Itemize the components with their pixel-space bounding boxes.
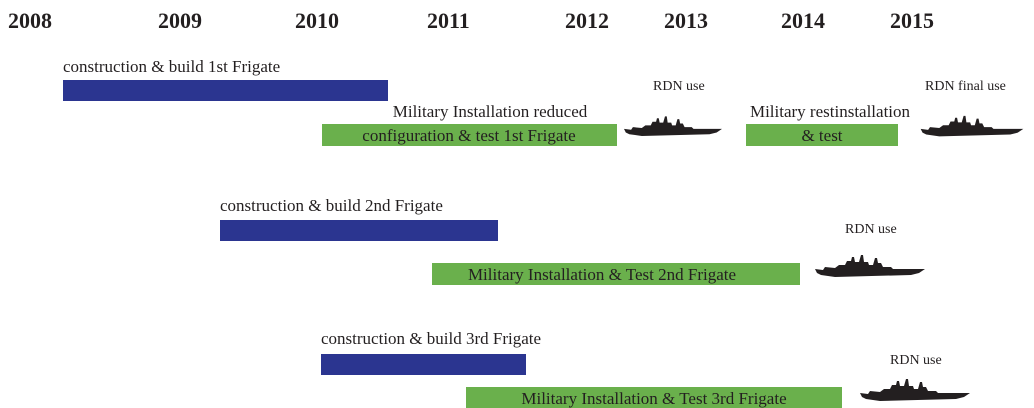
year: 2015: [890, 8, 934, 33]
year: 2014: [781, 8, 825, 33]
build-label: construction & build 1st Frigate: [63, 57, 280, 76]
year: 2012: [565, 8, 609, 33]
timeline: 2008 2009 2010 2011 2012 2013 2014 2015 …: [0, 0, 1034, 408]
build-label: construction & build 2nd Frigate: [220, 196, 443, 215]
install-label: Military Installation & Test 3rd Frigate: [521, 389, 786, 408]
final-use-label: RDN final use: [925, 79, 1006, 94]
install-label: configuration & test 1st Frigate: [362, 126, 575, 145]
year-axis: 2008 2009 2010 2011 2012 2013 2014 2015: [8, 8, 934, 33]
ship-icon: [921, 116, 1024, 137]
build-label: construction & build 3rd Frigate: [321, 329, 541, 348]
reinstall-label: & test: [801, 126, 842, 145]
build-bar: [321, 354, 526, 375]
use-label: RDN use: [890, 353, 942, 368]
use-label: RDN use: [845, 222, 897, 237]
year: 2010: [295, 8, 339, 33]
row-1: construction & build 1st Frigate Militar…: [63, 57, 1023, 146]
row-3: construction & build 3rd Frigate Militar…: [321, 329, 970, 408]
year: 2008: [8, 8, 52, 33]
ship-icon: [815, 255, 925, 277]
year: 2011: [427, 8, 470, 33]
build-bar: [220, 220, 498, 241]
ship-icon: [624, 116, 722, 136]
use-label: RDN use: [653, 79, 705, 94]
install-caption: Military Installation reduced: [393, 102, 588, 121]
row-2: construction & build 2nd Frigate Militar…: [220, 196, 925, 285]
ship-icon: [860, 379, 970, 401]
reinstall-caption: Military restinstallation: [750, 102, 911, 121]
install-label: Military Installation & Test 2nd Frigate: [468, 265, 736, 284]
year: 2009: [158, 8, 202, 33]
year: 2013: [664, 8, 708, 33]
build-bar: [63, 80, 388, 101]
